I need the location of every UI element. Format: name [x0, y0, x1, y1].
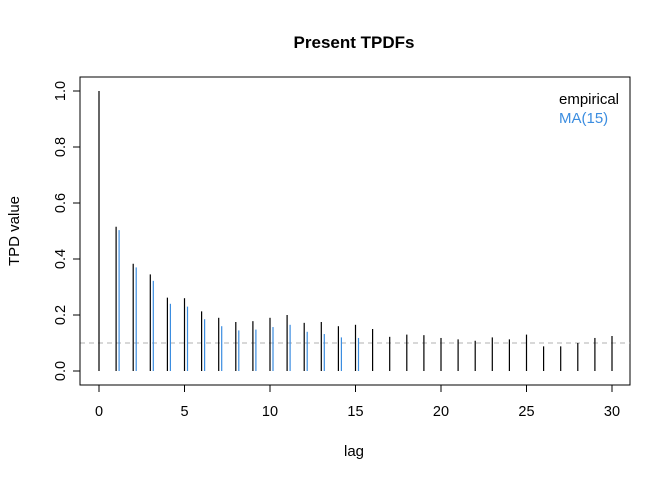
y-tick-label-0.0: 0.0	[53, 361, 69, 381]
x-tick-label-0: 0	[95, 404, 103, 420]
legend-entry-empirical: empirical	[559, 91, 619, 108]
y-tick-label-0.8: 0.8	[53, 137, 69, 157]
x-tick-label-5: 5	[180, 404, 188, 420]
y-tick-label-0.4: 0.4	[53, 249, 69, 269]
x-axis-label: lag	[344, 443, 364, 460]
x-tick-label-20: 20	[433, 404, 449, 420]
x-tick-label-15: 15	[347, 404, 363, 420]
x-axis: 0 5 10 15 20 25 30	[95, 384, 620, 420]
y-axis-label: TPD value	[6, 196, 23, 266]
x-tick-label-25: 25	[518, 404, 534, 420]
y-tick-label-1.0: 1.0	[53, 81, 69, 101]
x-tick-label-30: 30	[604, 404, 620, 420]
y-tick-label-0.6: 0.6	[53, 193, 69, 213]
y-tick-label-0.2: 0.2	[53, 305, 69, 325]
legend-entry-ma15: MA(15)	[559, 110, 608, 127]
chart-title: Present TPDFs	[294, 33, 415, 52]
legend: empirical MA(15)	[559, 91, 619, 127]
bar-marks	[98, 91, 613, 371]
y-axis: 0.0 0.2 0.4 0.6 0.8 1.0	[53, 81, 81, 381]
x-tick-label-10: 10	[262, 404, 278, 420]
